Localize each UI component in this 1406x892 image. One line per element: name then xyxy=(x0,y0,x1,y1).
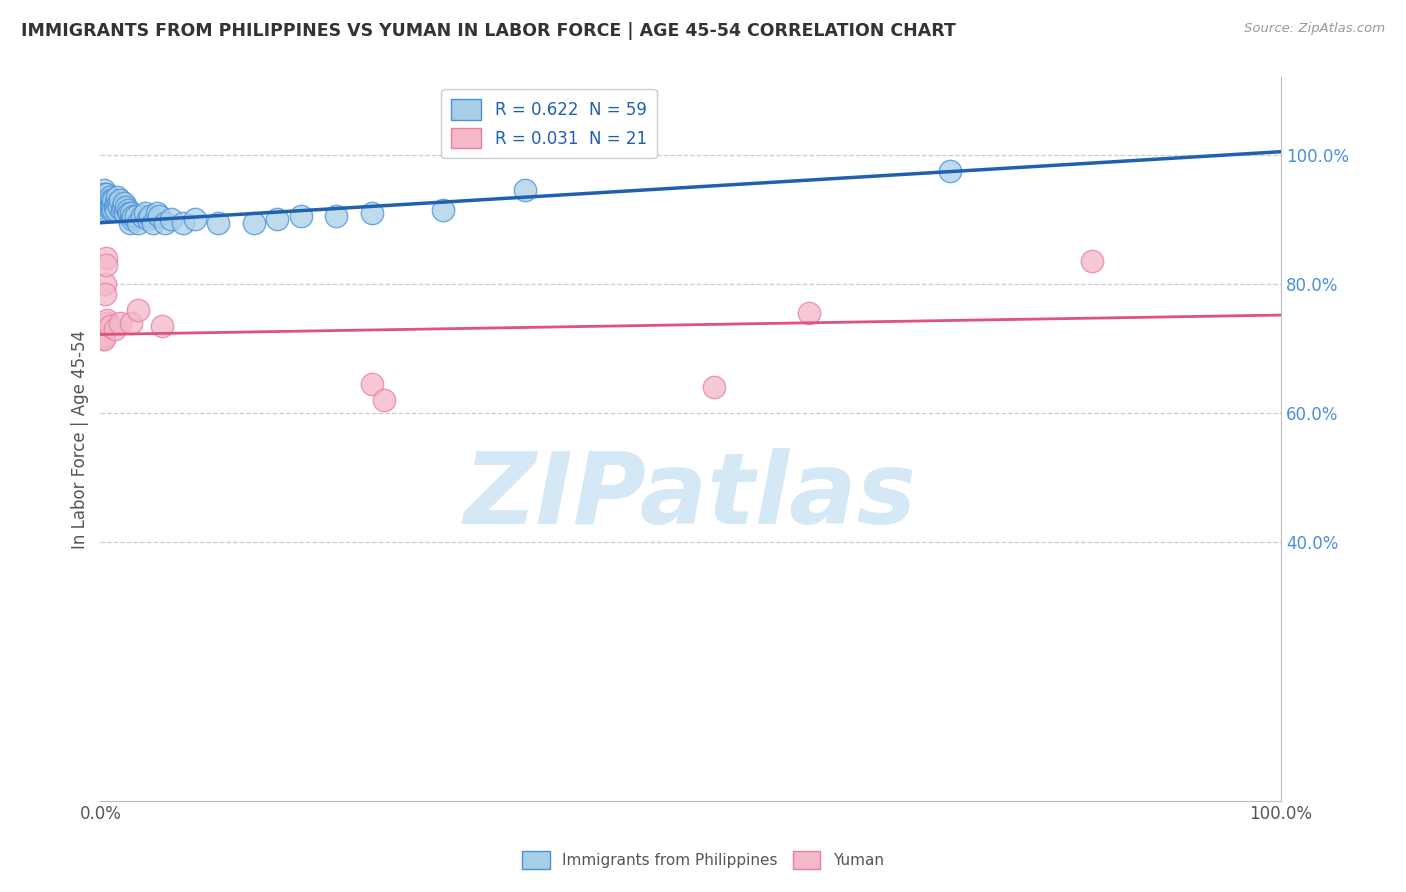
Point xyxy=(131,209,153,223)
Point xyxy=(266,212,288,227)
Point xyxy=(121,212,143,227)
Point xyxy=(94,200,117,214)
Point xyxy=(96,202,118,217)
Point xyxy=(93,328,115,343)
Point xyxy=(120,206,142,220)
Point xyxy=(172,216,194,230)
Legend: R = 0.622  N = 59, R = 0.031  N = 21: R = 0.622 N = 59, R = 0.031 N = 21 xyxy=(441,89,657,159)
Point xyxy=(110,193,132,207)
Point xyxy=(104,202,127,217)
Legend: Immigrants from Philippines, Yuman: Immigrants from Philippines, Yuman xyxy=(516,845,890,875)
Point xyxy=(94,286,117,301)
Point xyxy=(207,216,229,230)
Point xyxy=(122,209,145,223)
Point xyxy=(127,302,149,317)
Point xyxy=(96,316,118,330)
Point xyxy=(325,209,347,223)
Point xyxy=(146,206,169,220)
Point xyxy=(94,277,117,291)
Point xyxy=(155,216,177,230)
Point xyxy=(150,319,173,334)
Point xyxy=(703,380,725,394)
Point xyxy=(120,316,142,330)
Point xyxy=(110,202,132,217)
Point xyxy=(136,212,159,227)
Point xyxy=(139,209,162,223)
Point xyxy=(103,200,125,214)
Point xyxy=(243,216,266,230)
Point xyxy=(290,209,312,223)
Point xyxy=(105,190,128,204)
Point xyxy=(91,186,114,201)
Point xyxy=(108,200,131,214)
Point xyxy=(90,328,112,343)
Point xyxy=(94,186,117,201)
Point xyxy=(515,183,537,197)
Point xyxy=(100,193,122,207)
Point xyxy=(96,312,118,326)
Point xyxy=(1081,254,1104,268)
Point xyxy=(93,183,115,197)
Point xyxy=(939,164,962,178)
Point xyxy=(148,209,170,223)
Point xyxy=(96,252,118,266)
Point xyxy=(93,332,115,346)
Point xyxy=(100,202,122,217)
Point xyxy=(96,258,118,272)
Point xyxy=(797,306,820,320)
Point xyxy=(117,202,139,217)
Point xyxy=(98,319,121,334)
Point xyxy=(142,216,165,230)
Point xyxy=(432,202,454,217)
Point xyxy=(90,190,112,204)
Point xyxy=(127,216,149,230)
Point xyxy=(103,202,125,217)
Point xyxy=(91,332,114,346)
Point xyxy=(97,193,120,207)
Point xyxy=(134,206,156,220)
Point xyxy=(118,216,141,230)
Y-axis label: In Labor Force | Age 45-54: In Labor Force | Age 45-54 xyxy=(72,329,89,549)
Point xyxy=(361,206,384,220)
Point xyxy=(118,206,141,220)
Point xyxy=(103,322,125,336)
Point xyxy=(96,186,118,201)
Point xyxy=(373,393,395,408)
Point xyxy=(101,200,124,214)
Point xyxy=(96,193,118,207)
Point xyxy=(103,193,125,207)
Point xyxy=(97,200,120,214)
Text: ZIPatlas: ZIPatlas xyxy=(464,449,917,545)
Point xyxy=(101,196,124,211)
Point xyxy=(98,190,121,204)
Point xyxy=(115,200,138,214)
Point xyxy=(111,200,134,214)
Point xyxy=(107,196,129,211)
Point xyxy=(98,200,121,214)
Point xyxy=(184,212,207,227)
Point xyxy=(112,196,135,211)
Point xyxy=(160,212,183,227)
Text: Source: ZipAtlas.com: Source: ZipAtlas.com xyxy=(1244,22,1385,36)
Point xyxy=(114,206,136,220)
Point xyxy=(110,316,132,330)
Point xyxy=(96,196,118,211)
Text: IMMIGRANTS FROM PHILIPPINES VS YUMAN IN LABOR FORCE | AGE 45-54 CORRELATION CHAR: IMMIGRANTS FROM PHILIPPINES VS YUMAN IN … xyxy=(21,22,956,40)
Point xyxy=(361,377,384,392)
Point xyxy=(125,209,148,223)
Point xyxy=(104,196,127,211)
